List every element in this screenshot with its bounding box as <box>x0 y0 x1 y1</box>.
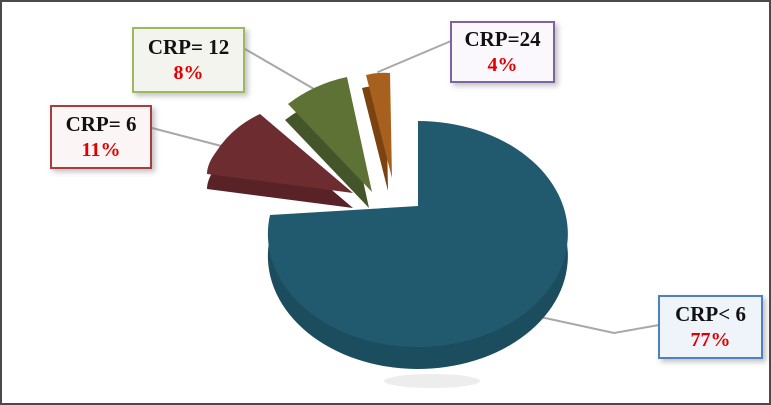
pie-ground-shadow <box>384 374 480 388</box>
callout-crp6-label: CRP= 6 <box>65 112 137 136</box>
callout-crp24: CRP=24 4% <box>450 21 555 83</box>
slice-crp-eq24-top <box>366 72 392 178</box>
leader-line-crp6 <box>151 127 234 150</box>
slice-crp-eq6-top <box>207 114 353 193</box>
callout-crp-lt6-value: 77% <box>690 328 731 351</box>
leader-line-crp12 <box>244 48 315 90</box>
callout-crp-lt6-label: CRP< 6 <box>675 302 746 326</box>
slice-crp-eq12-top <box>288 77 372 192</box>
callout-crp12: CRP= 12 8% <box>132 27 245 93</box>
leader-line-crp-lt6 <box>521 312 660 335</box>
callout-crp12-label: CRP= 12 <box>147 35 230 59</box>
callout-crp6-value: 11% <box>81 138 121 161</box>
callout-crp24-value: 4% <box>487 53 518 76</box>
callout-crp24-label: CRP=24 <box>464 27 541 51</box>
callout-crp12-value: 8% <box>173 61 204 84</box>
leader-line-crp24 <box>377 40 452 73</box>
slice-crp-lt6-top <box>267 121 568 347</box>
callout-crp6: CRP= 6 11% <box>50 105 152 169</box>
callout-crp-lt6: CRP< 6 77% <box>658 295 763 359</box>
